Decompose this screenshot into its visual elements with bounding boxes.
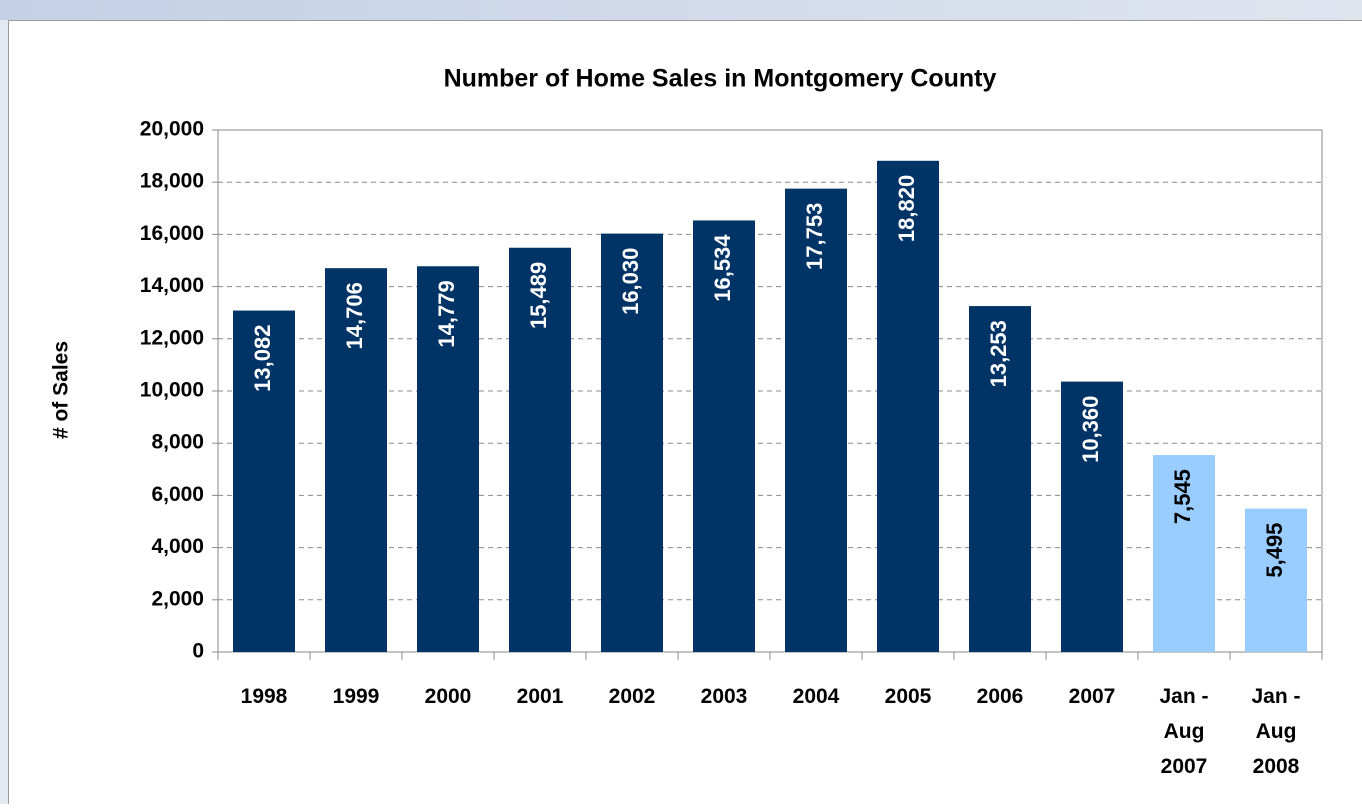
y-tick-label: 8,000: [151, 431, 204, 454]
x-tick-label: 2007: [1069, 685, 1116, 708]
data-label: 16,534: [710, 234, 735, 302]
data-label: 7,545: [1170, 469, 1195, 524]
x-tick-label: 2003: [701, 685, 748, 708]
x-tick-label: 2006: [977, 685, 1024, 708]
y-tick-label: 6,000: [151, 483, 204, 506]
y-tick-label: 2,000: [151, 587, 204, 610]
x-tick-label: 2001: [517, 685, 564, 708]
x-tick-label: 1999: [333, 685, 380, 708]
y-tick-label: 18,000: [140, 170, 204, 193]
data-label: 15,489: [526, 262, 551, 329]
data-label: 14,779: [434, 280, 459, 347]
x-tick-label: 1998: [241, 685, 288, 708]
y-tick-label: 0: [192, 640, 204, 663]
y-tick-label: 4,000: [151, 535, 204, 558]
y-axis-label: # of Sales: [50, 341, 73, 439]
y-tick-label: 12,000: [140, 326, 204, 349]
data-label: 13,082: [250, 325, 275, 392]
y-tick-label: 16,000: [140, 222, 204, 245]
y-tick-label: 20,000: [140, 118, 204, 141]
y-tick-label: 10,000: [140, 379, 204, 402]
chart-title: Number of Home Sales in Montgomery Count…: [444, 65, 997, 93]
x-tick-label: 2004: [793, 685, 840, 708]
data-label: 17,753: [802, 203, 827, 270]
y-tick-label: 14,000: [140, 274, 204, 297]
data-label: 14,706: [342, 282, 367, 349]
data-label: 16,030: [618, 248, 643, 315]
top-bar: [0, 0, 1362, 20]
data-label: 5,495: [1262, 523, 1287, 578]
data-label: 13,253: [986, 320, 1011, 387]
data-label: 10,360: [1078, 396, 1103, 463]
data-label: 18,820: [894, 175, 919, 242]
x-tick-label: 2002: [609, 685, 656, 708]
x-tick-label: 2005: [885, 685, 932, 708]
x-tick-label: 2000: [425, 685, 472, 708]
